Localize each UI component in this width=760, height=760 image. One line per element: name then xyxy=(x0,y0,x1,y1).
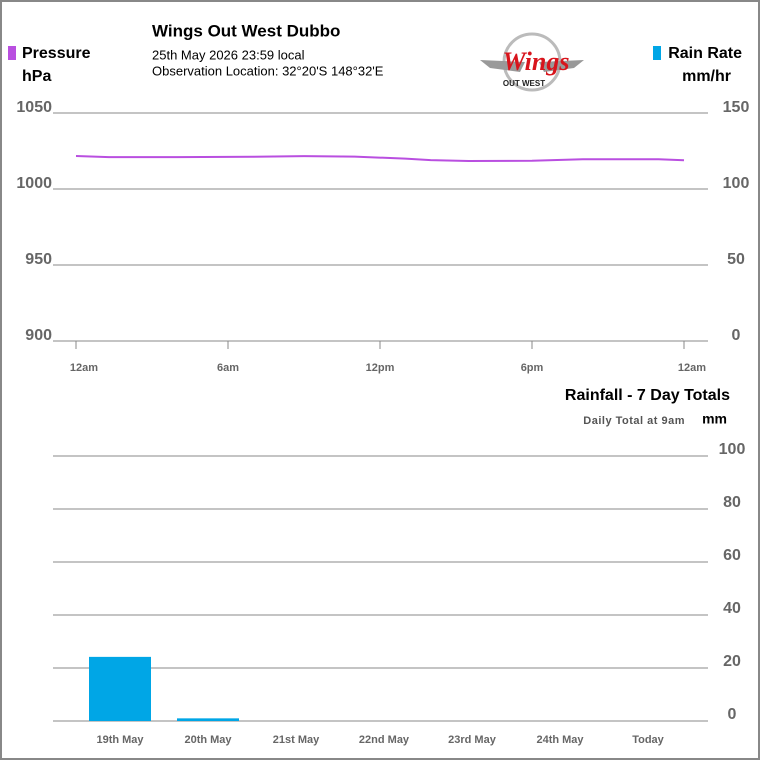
x-tick-label: 21st May xyxy=(273,734,320,746)
y-unit: hPa xyxy=(22,68,51,85)
y-tick-label: 900 xyxy=(25,327,52,344)
legend-swatch xyxy=(653,46,661,60)
y2-tick-label: 100 xyxy=(723,175,750,192)
x-tick-label: 24th May xyxy=(536,734,584,746)
x-tick-label: 23rd May xyxy=(448,734,497,746)
y-unit: mm xyxy=(702,411,727,427)
x-tick-label: 6am xyxy=(217,362,239,374)
legend-label: Pressure xyxy=(22,45,91,62)
y2-unit: mm/hr xyxy=(682,68,731,85)
x-tick-label: 6pm xyxy=(521,362,544,374)
x-tick-label: 12am xyxy=(70,362,98,374)
y-tick-label: 0 xyxy=(728,706,737,723)
bar xyxy=(177,718,239,721)
y2-tick-label: 150 xyxy=(723,99,750,116)
y-tick-label: 1050 xyxy=(16,99,52,116)
pressure-line xyxy=(75,155,685,163)
logo-subtext: OUT WEST xyxy=(503,79,545,88)
logo: Wings OUT WEST xyxy=(480,32,584,92)
y-tick-label: 1000 xyxy=(16,175,52,192)
y-tick-label: 40 xyxy=(723,600,741,617)
logo-wings xyxy=(480,60,584,72)
y-tick-label: 950 xyxy=(25,251,52,268)
legend-label: Rain Rate xyxy=(668,45,742,62)
legend-swatch xyxy=(8,46,16,60)
x-tick-label: Today xyxy=(632,734,664,746)
y-tick-label: 60 xyxy=(723,547,741,564)
date: 25th May 2026 23:59 local xyxy=(152,47,305,62)
x-tick-label: 12pm xyxy=(366,362,395,374)
chart-title: Rainfall - 7 Day Totals xyxy=(565,387,730,404)
y2-tick-label: 50 xyxy=(727,251,745,268)
logo-text: Wings xyxy=(503,47,570,76)
y2-tick-label: 0 xyxy=(732,327,741,344)
title: Wings Out West Dubbo xyxy=(152,21,340,40)
x-tick-label: 12am xyxy=(678,362,706,374)
x-tick-label: 22nd May xyxy=(359,734,410,746)
chart-subtitle: Daily Total at 9am xyxy=(583,415,685,427)
x-tick-label: 19th May xyxy=(96,734,144,746)
y-tick-label: 80 xyxy=(723,494,741,511)
y-tick-label: 20 xyxy=(723,653,741,670)
x-tick-label: 20th May xyxy=(184,734,232,746)
bar xyxy=(89,656,151,721)
y-tick-label: 100 xyxy=(719,441,746,458)
location: Observation Location: 32°20'S 148°32'E xyxy=(152,63,384,78)
